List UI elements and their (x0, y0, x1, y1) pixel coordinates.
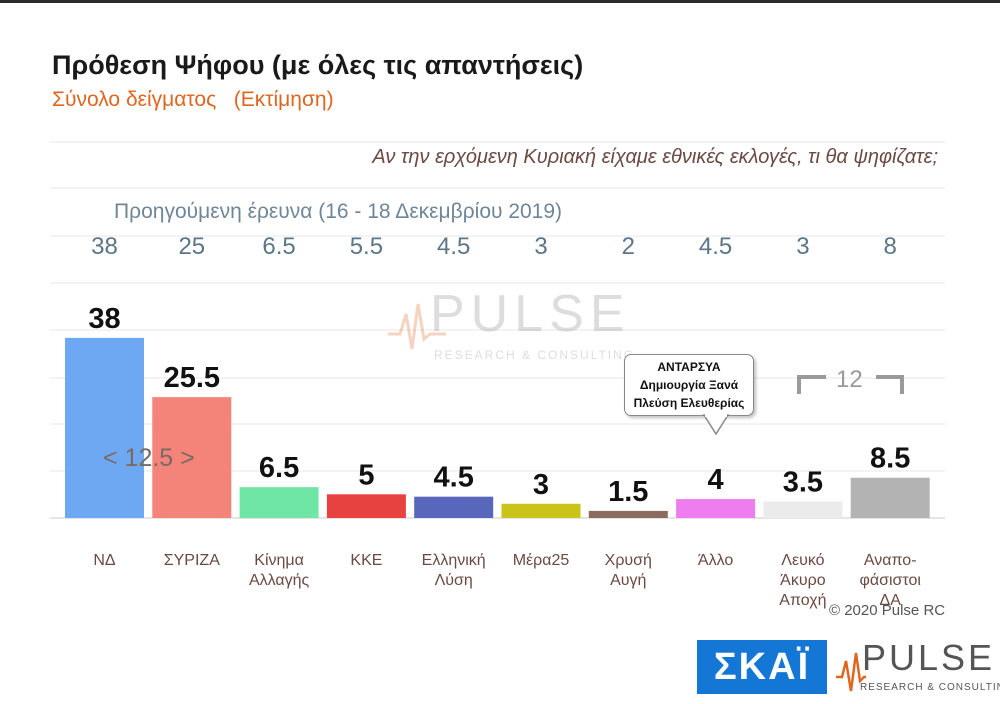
category-label: ΚΚΕ (350, 552, 382, 569)
category-label: Λύση (435, 572, 473, 589)
bar (850, 477, 930, 518)
previous-value-label: 5.5 (350, 233, 383, 260)
previous-value-label: 4.5 (437, 233, 470, 260)
chart-title: Πρόθεση Ψήφου (με όλες τις απαντήσεις) (52, 50, 584, 80)
category-label: Χρυσή (605, 552, 652, 569)
value-label: 3.5 (783, 466, 823, 498)
category-label: Κίνημα (254, 552, 304, 569)
bar (501, 503, 581, 518)
previous-survey-caption: Προηγούμενη έρευνα (16 - 18 Δεκεμβρίου 2… (114, 200, 563, 223)
value-label: 8.5 (870, 443, 910, 475)
category-label: Μέρα25 (513, 552, 570, 569)
watermark-sub: RESEARCH & CONSULTING (434, 348, 636, 362)
top-border (0, 0, 1000, 3)
previous-value-label: 38 (91, 233, 118, 260)
category-label: ΣΥΡΙΖΑ (164, 552, 220, 569)
skai-logo-text: ΣΚΑΪ (713, 646, 811, 688)
callout-line-2: Δημιουργία Ξανά (639, 378, 739, 392)
bar (326, 494, 406, 518)
value-label: 25.5 (164, 362, 220, 394)
pulse-wave-icon (388, 303, 446, 350)
category-label: Άλλο (698, 552, 733, 569)
survey-question: Αν την ερχόμενη Κυριακή είχαμε εθνικές ε… (372, 146, 938, 168)
callout-line-1: ΑΝΤΑΡΣΥΑ (657, 360, 721, 374)
watermark-word: PULSE (430, 285, 631, 343)
value-label: 3 (533, 469, 549, 501)
difference-label: < 12.5 > (103, 444, 195, 472)
previous-value-label: 2 (622, 233, 635, 260)
category-label: ΔΑ (880, 592, 902, 609)
bracket-label: 12 (836, 366, 863, 393)
bar (65, 337, 144, 518)
bar (414, 496, 494, 518)
bracket-icon (797, 375, 904, 394)
value-label: 4 (708, 464, 724, 496)
category-label: Αναπο- (864, 552, 917, 569)
previous-value-label: 25 (178, 233, 205, 260)
value-label: 4.5 (434, 462, 474, 494)
other-callout: ΑΝΤΑΡΣΥΑ Δημιουργία Ξανά Πλεύση Ελευθερί… (624, 354, 754, 416)
previous-value-label: 4.5 (699, 233, 732, 260)
pulse-logo-wave-icon (836, 652, 866, 692)
category-label: Άκυρο (780, 572, 826, 589)
bar (763, 501, 843, 518)
pulse-logo: PULSE RESEARCH & CONSULTING (836, 637, 1000, 697)
callout-line-3: Πλεύση Ελευθερίας (633, 396, 745, 410)
previous-value-label: 3 (796, 233, 809, 260)
callout-tail (702, 414, 730, 436)
pulse-logo-sub: RESEARCH & CONSULTING (860, 682, 1000, 693)
value-label: 1.5 (608, 476, 648, 508)
bar (676, 499, 756, 518)
pulse-watermark: PULSE RESEARCH & CONSULTING (388, 284, 633, 374)
category-label: Αλλαγής (249, 572, 310, 589)
pulse-logo-word: PULSE (862, 637, 996, 678)
bar (588, 510, 668, 518)
value-label: 38 (88, 303, 120, 335)
value-label: 6.5 (259, 452, 299, 484)
chart-subtitle: Σύνολο δείγματος (Εκτίμηση) (52, 88, 334, 111)
bar (239, 487, 319, 518)
value-label: 5 (358, 459, 374, 491)
category-label: Αποχή (779, 592, 826, 609)
skai-logo: ΣΚΑΪ (697, 640, 827, 694)
copyright: © 2020 Pulse RC (829, 602, 946, 619)
previous-value-label: 3 (534, 233, 547, 260)
category-label: Ελληνική (422, 552, 486, 569)
category-label: Λευκό (781, 552, 824, 569)
previous-value-label: 6.5 (262, 233, 295, 260)
previous-value-label: 8 (884, 233, 897, 260)
bar (152, 397, 232, 518)
category-label: ΝΔ (93, 552, 116, 569)
category-label: Αυγή (610, 572, 646, 589)
category-label: φάσιστοι (859, 572, 921, 589)
